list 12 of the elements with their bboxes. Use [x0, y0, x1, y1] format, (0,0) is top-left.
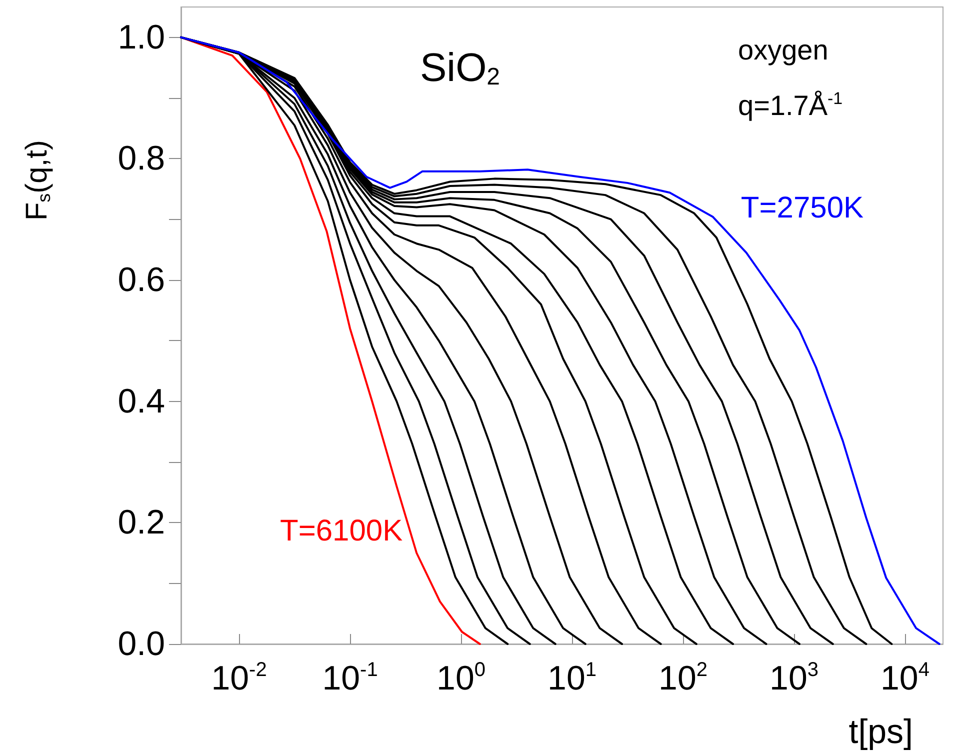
series-label: T=6100K	[280, 514, 403, 548]
y-tick-label: 0.6	[118, 261, 165, 299]
series-label: T=2750K	[740, 191, 864, 224]
y-tick-label: 0.4	[118, 382, 165, 420]
annotation: oxygen	[738, 34, 828, 66]
x-axis-title: t[ps]	[848, 713, 913, 751]
y-tick-label: 0.8	[118, 140, 165, 178]
y-tick-label: 0.0	[118, 625, 165, 663]
y-axis-title: Fs(q,t)	[20, 140, 54, 221]
annotation: SiO2	[420, 46, 500, 90]
y-tick-label: 0.2	[118, 504, 165, 542]
y-tick-label: 1.0	[118, 18, 165, 56]
